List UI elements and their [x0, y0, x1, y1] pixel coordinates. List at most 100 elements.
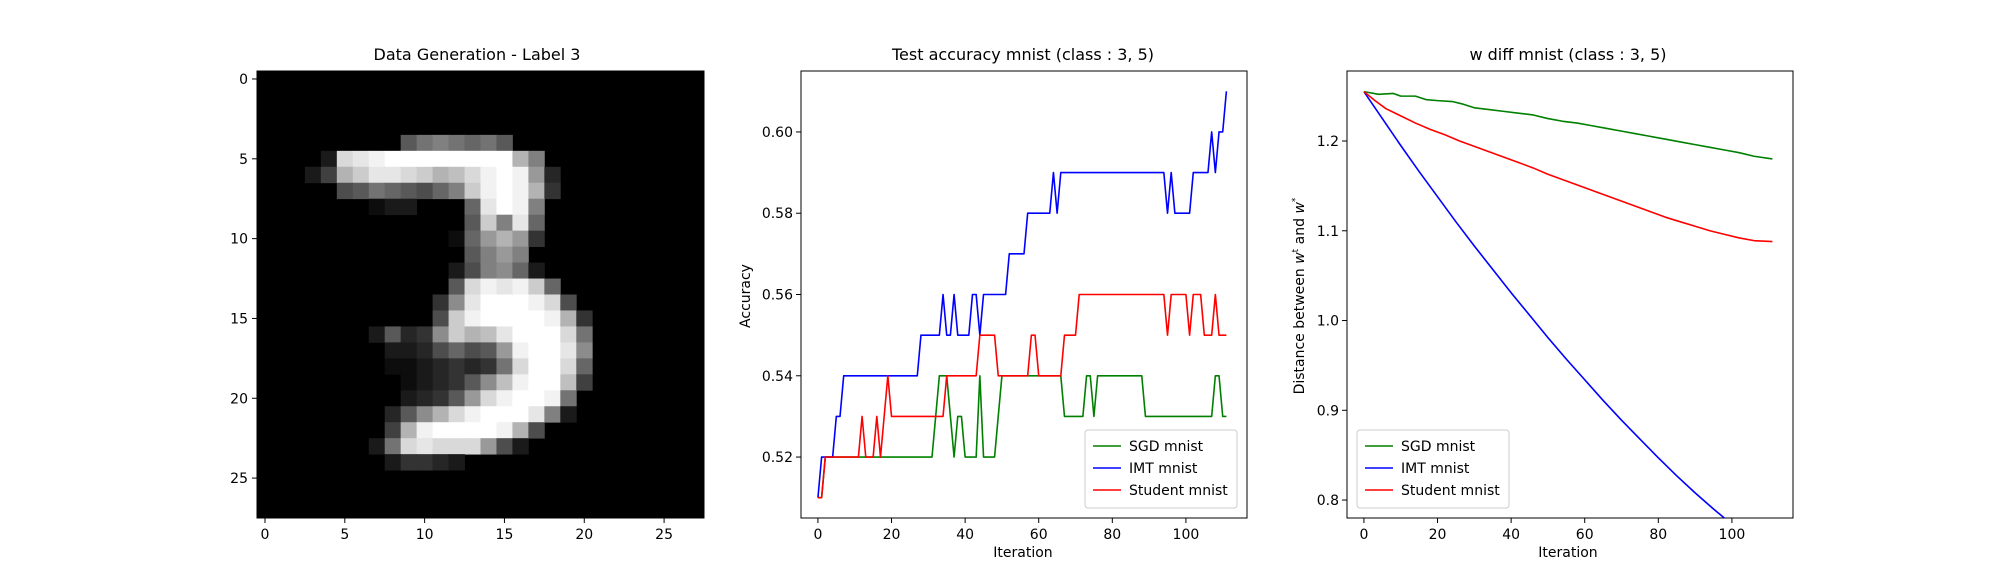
image-ytick-label: 20: [230, 391, 248, 407]
heatmap-cell: [528, 182, 545, 200]
image-ytick-label: 0: [239, 72, 248, 88]
image-axes: 0 5 10 15 20 25 0 5 10 15 20 25: [230, 70, 705, 543]
heatmap-cell: [496, 278, 513, 295]
heatmap-cell: [512, 246, 529, 263]
heatmap-cell: [304, 166, 322, 184]
heatmap-cell: [448, 134, 465, 152]
heatmap-cell: [432, 422, 449, 439]
heatmap-cell: [400, 438, 418, 455]
xtick-label: 60: [1576, 527, 1594, 543]
heatmap-cell: [384, 342, 402, 359]
legend-entry: Student mnist: [1401, 483, 1500, 499]
heatmap-cell: [480, 438, 497, 455]
image-frame: [256, 70, 705, 519]
heatmap-cell: [480, 310, 497, 327]
heatmap-cell: [384, 182, 402, 200]
heatmap-cell: [528, 150, 545, 168]
legend-box: [1356, 429, 1510, 509]
heatmap-cell: [576, 374, 593, 391]
heatmap-cell: [576, 358, 593, 375]
heatmap-cell: [544, 182, 561, 200]
heatmap-cell: [400, 198, 418, 216]
heatmap-cell: [496, 390, 513, 407]
heatmap-cell: [384, 454, 402, 471]
heatmap-cell: [448, 422, 465, 439]
heatmap-cell: [512, 438, 529, 455]
heatmap-cell: [480, 262, 497, 279]
heatmap-cell: [528, 198, 545, 216]
heatmap-cell: [528, 278, 545, 295]
image-ytick-label: 25: [230, 471, 248, 487]
heatmap-cell: [464, 134, 481, 152]
heatmap-cell: [480, 182, 497, 200]
accuracy-legend: SGD mnist IMT mnist Student mnist: [1084, 429, 1238, 509]
xtick-label: 80: [1103, 527, 1121, 543]
heatmap-cell: [480, 390, 497, 407]
heatmap-cell: [544, 390, 561, 407]
heatmap-cell: [416, 454, 434, 471]
heatmap-cell: [368, 182, 386, 200]
heatmap-cell: [480, 358, 497, 375]
heatmap-cell: [464, 150, 481, 168]
heatmap-cell: [528, 422, 545, 439]
heatmap-cell: [400, 166, 418, 184]
heatmap-cell: [464, 406, 481, 423]
heatmap-cell: [448, 438, 465, 455]
heatmap-cell: [464, 438, 481, 455]
heatmap-cell: [496, 246, 513, 263]
heatmap-cell: [464, 390, 481, 407]
image-xtick-label: 10: [416, 527, 434, 543]
image-title: Data Generation - Label 3: [374, 45, 581, 64]
heatmap-cell: [496, 358, 513, 375]
heatmap-cell: [512, 422, 529, 439]
heatmap-cell: [576, 342, 593, 359]
heatmap-cell: [464, 342, 481, 359]
heatmap-cell: [576, 326, 593, 343]
legend-entry: IMT mnist: [1401, 461, 1470, 477]
heatmap-cell: [416, 390, 434, 407]
heatmap-cell: [544, 358, 561, 375]
heatmap-cell: [528, 342, 545, 359]
heatmap-cell: [416, 134, 434, 152]
heatmap-cell: [496, 374, 513, 391]
heatmap-cell: [576, 310, 593, 327]
heatmap-cell: [400, 374, 418, 391]
heatmap-cell: [352, 150, 370, 168]
heatmap-cell: [528, 390, 545, 407]
heatmap-cell: [464, 166, 481, 184]
heatmap-cell: [432, 342, 449, 359]
heatmap-cell: [512, 310, 529, 327]
heatmap-cell: [464, 214, 481, 232]
heatmap-cell: [464, 198, 481, 216]
heatmap-cell: [432, 134, 449, 152]
heatmap-cell: [528, 310, 545, 327]
heatmap-cell: [544, 342, 561, 359]
heatmap-cell: [496, 150, 513, 168]
xtick-label: 60: [1030, 527, 1048, 543]
heatmap-cell: [512, 150, 529, 168]
heatmap-cell: [544, 294, 561, 311]
heatmap-cell: [448, 310, 465, 327]
heatmap-cell: [400, 134, 418, 152]
heatmap-cell: [496, 438, 513, 455]
heatmap-cell: [496, 230, 513, 248]
image-xtick-label: 20: [575, 527, 593, 543]
heatmap-cell: [432, 406, 449, 423]
ytick-label: 0.54: [762, 369, 793, 385]
accuracy-title: Test accuracy mnist (class : 3, 5): [891, 45, 1154, 64]
heatmap-cell: [464, 294, 481, 311]
series-line-imt-mnist: [1363, 91, 1726, 518]
heatmap-cell: [400, 422, 418, 439]
heatmap-cell: [528, 166, 545, 184]
heatmap-cell: [512, 358, 529, 375]
heatmap-cell: [448, 262, 465, 279]
heatmap-cell: [560, 406, 577, 423]
xtick-label: 20: [883, 527, 901, 543]
wdiff-xlabel: Iteration: [1538, 545, 1597, 561]
heatmap-cell: [464, 326, 481, 343]
ytick-label: 1.2: [1317, 134, 1339, 150]
heatmap-cell: [464, 358, 481, 375]
xtick-label: 0: [813, 527, 822, 543]
heatmap-cell: [496, 166, 513, 184]
xtick-label: 40: [1502, 527, 1520, 543]
